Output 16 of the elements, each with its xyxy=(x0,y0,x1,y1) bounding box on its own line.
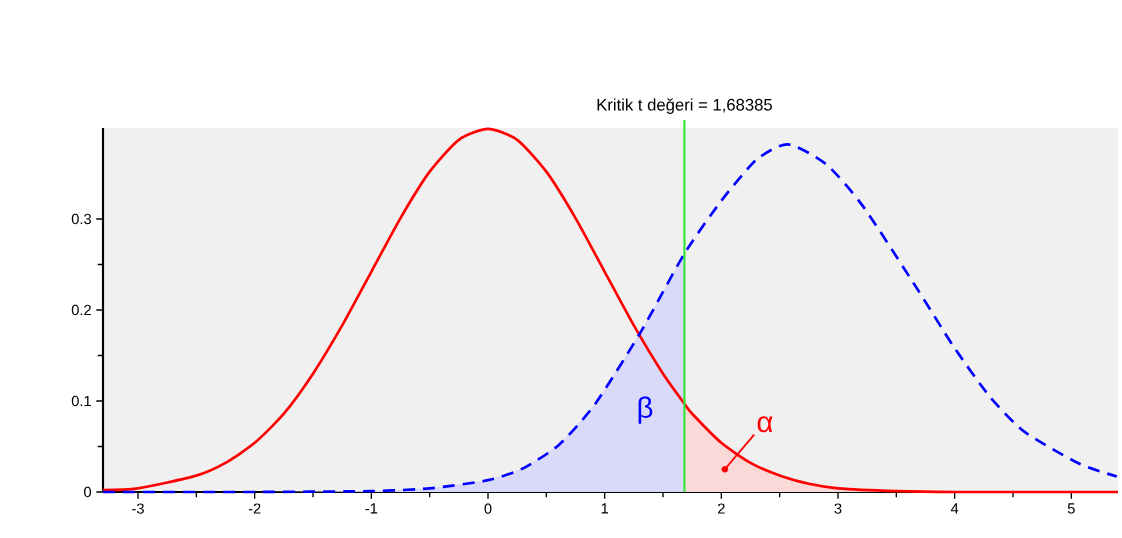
x-tick-label: 3 xyxy=(834,503,842,514)
ref-line-label: Kritik t değeri = 1,68385 xyxy=(597,98,772,114)
y-tick-label: 0.1 xyxy=(71,395,91,407)
x-tick-label: 4 xyxy=(950,503,959,514)
y-tick-label: 0 xyxy=(84,486,92,498)
y-tick-label: 0.3 xyxy=(71,213,91,225)
x-tick-label: 5 xyxy=(1067,503,1075,514)
x-tick-label: -3 xyxy=(132,503,144,514)
x-tick-label: 0 xyxy=(484,503,492,514)
x-tick-label: 1 xyxy=(601,503,609,514)
x-tick-label: -1 xyxy=(365,503,378,514)
annotation: α xyxy=(757,416,773,433)
annotation: β xyxy=(638,396,653,424)
y-tick-label: 0.2 xyxy=(71,304,91,316)
x-tick-label: 2 xyxy=(717,503,725,514)
x-tick-label: -2 xyxy=(248,503,261,514)
